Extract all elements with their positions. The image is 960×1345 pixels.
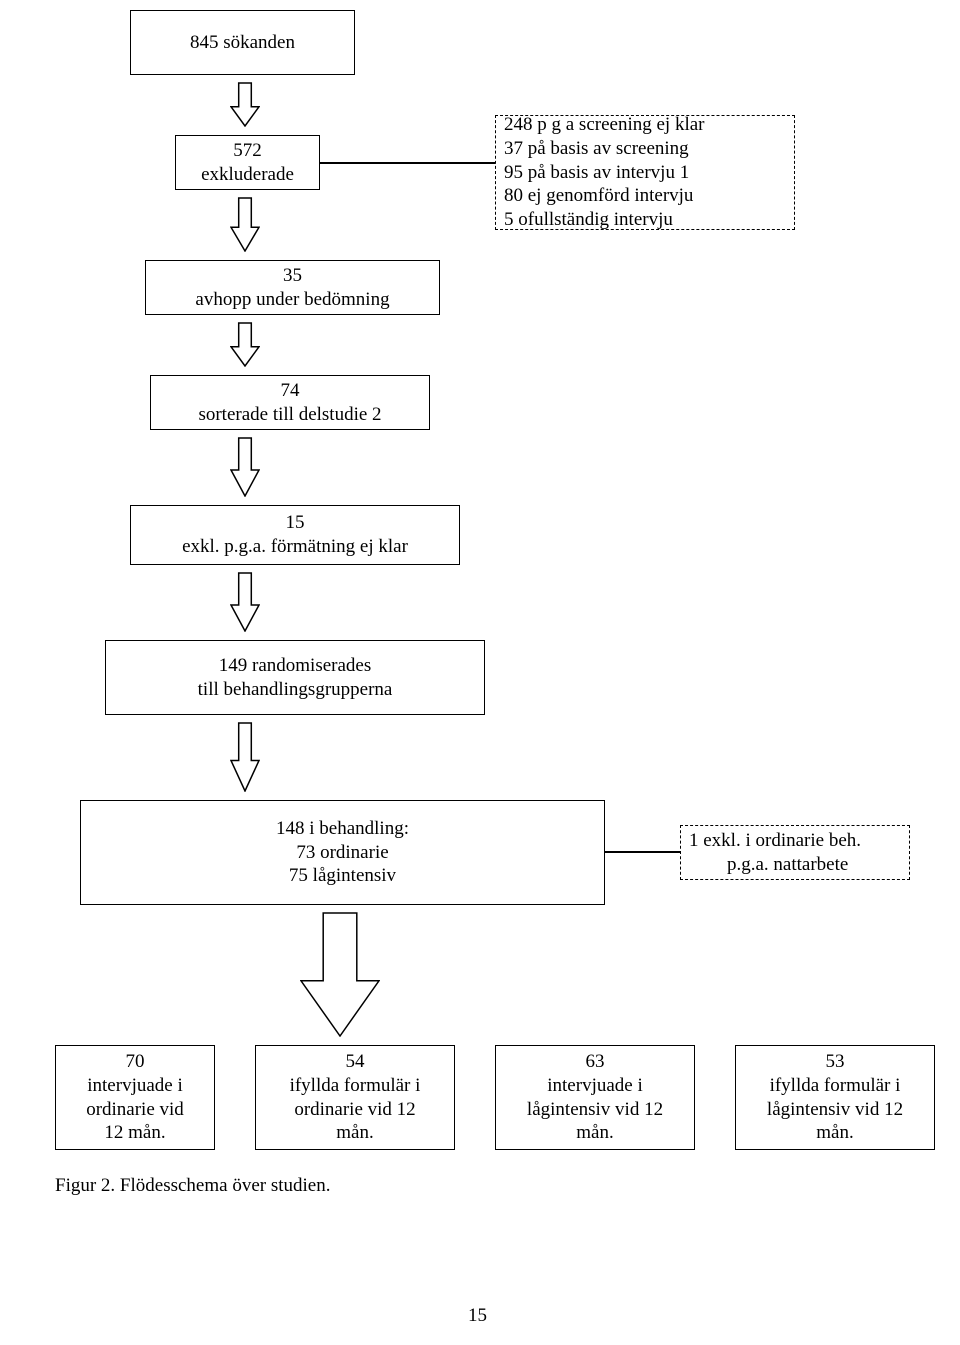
arrow-a7 — [300, 912, 380, 1037]
arrow-a4 — [230, 437, 260, 497]
node-r3-line-1: intervjuade i — [547, 1074, 643, 1098]
node-n3-line-1: avhopp under bedömning — [195, 288, 389, 312]
node-n4-line-0: 74 — [281, 379, 300, 403]
node-n7-line-2: 75 lågintensiv — [289, 864, 396, 888]
node-r3: 63intervjuade ilågintensiv vid 12mån. — [495, 1045, 695, 1150]
node-n6-line-0: 149 randomiserades — [219, 654, 371, 678]
node-n3-line-0: 35 — [283, 264, 302, 288]
node-side1-line-0: 248 p g a screening ej klar — [504, 113, 704, 137]
node-n2-line-1: exkluderade — [201, 163, 294, 187]
flowchart-page: 845 sökanden 572exkluderade 248 p g a scre… — [0, 0, 960, 1345]
node-n6-line-1: till behandlingsgrupperna — [198, 678, 393, 702]
node-side2-line-1: p.g.a. nattarbete — [689, 853, 848, 877]
node-side1-line-3: 80 ej genomförd intervju — [504, 184, 693, 208]
node-r3-line-2: lågintensiv vid 12 — [527, 1098, 663, 1122]
node-r2-line-0: 54 — [346, 1050, 365, 1074]
node-n5-line-1: exkl. p.g.a. förmätning ej klar — [182, 535, 408, 559]
node-n1-line-0: 845 sökanden — [190, 31, 295, 55]
node-n4: 74sorterade till delstudie 2 — [150, 375, 430, 430]
node-n2-line-0: 572 — [233, 139, 262, 163]
node-r4-line-3: mån. — [816, 1121, 853, 1145]
connector-c1 — [320, 162, 495, 164]
node-r2: 54ifyllda formulär iordinarie vid 12mån. — [255, 1045, 455, 1150]
node-n7-line-0: 148 i behandling: — [276, 817, 409, 841]
connector-c2 — [605, 851, 680, 853]
node-side2: 1 exkl. i ordinarie beh. p.g.a. nattarbe… — [680, 825, 910, 880]
arrow-a2 — [230, 197, 260, 252]
node-n6: 149 randomiseradestill behandlingsgruppe… — [105, 640, 485, 715]
node-side1: 248 p g a screening ej klar37 på basis a… — [495, 115, 795, 230]
node-r3-line-3: mån. — [576, 1121, 613, 1145]
node-n5-line-0: 15 — [286, 511, 305, 535]
node-r3-line-0: 63 — [586, 1050, 605, 1074]
node-r4-line-0: 53 — [826, 1050, 845, 1074]
node-r4: 53ifyllda formulär ilågintensiv vid 12må… — [735, 1045, 935, 1150]
node-n5: 15exkl. p.g.a. förmätning ej klar — [130, 505, 460, 565]
arrow-a5 — [230, 572, 260, 632]
node-r4-line-2: lågintensiv vid 12 — [767, 1098, 903, 1122]
node-n7-line-1: 73 ordinarie — [296, 841, 388, 865]
node-r2-line-1: ifyllda formulär i — [290, 1074, 421, 1098]
node-n4-line-1: sorterade till delstudie 2 — [198, 403, 381, 427]
node-side1-line-4: 5 ofullständig intervju — [504, 208, 673, 232]
node-n7: 148 i behandling:73 ordinarie75 låginten… — [80, 800, 605, 905]
arrow-a3 — [230, 322, 260, 367]
node-n1: 845 sökanden — [130, 10, 355, 75]
node-r2-line-2: ordinarie vid 12 — [294, 1098, 415, 1122]
node-side1-line-1: 37 på basis av screening — [504, 137, 689, 161]
node-r1-line-2: ordinarie vid — [86, 1098, 184, 1122]
node-r1: 70intervjuade iordinarie vid12 mån. — [55, 1045, 215, 1150]
arrow-a6 — [230, 722, 260, 792]
figure-caption: Figur 2. Flödesschema över studien. — [55, 1175, 330, 1197]
node-r1-line-1: intervjuade i — [87, 1074, 183, 1098]
arrow-a1 — [230, 82, 260, 127]
node-r1-line-3: 12 mån. — [104, 1121, 165, 1145]
node-r2-line-3: mån. — [336, 1121, 373, 1145]
node-n3: 35avhopp under bedömning — [145, 260, 440, 315]
node-r4-line-1: ifyllda formulär i — [770, 1074, 901, 1098]
node-side1-line-2: 95 på basis av intervju 1 — [504, 161, 689, 185]
node-n2: 572exkluderade — [175, 135, 320, 190]
node-side2-line-0: 1 exkl. i ordinarie beh. — [689, 829, 861, 853]
node-r1-line-0: 70 — [126, 1050, 145, 1074]
page-number: 15 — [468, 1305, 487, 1327]
